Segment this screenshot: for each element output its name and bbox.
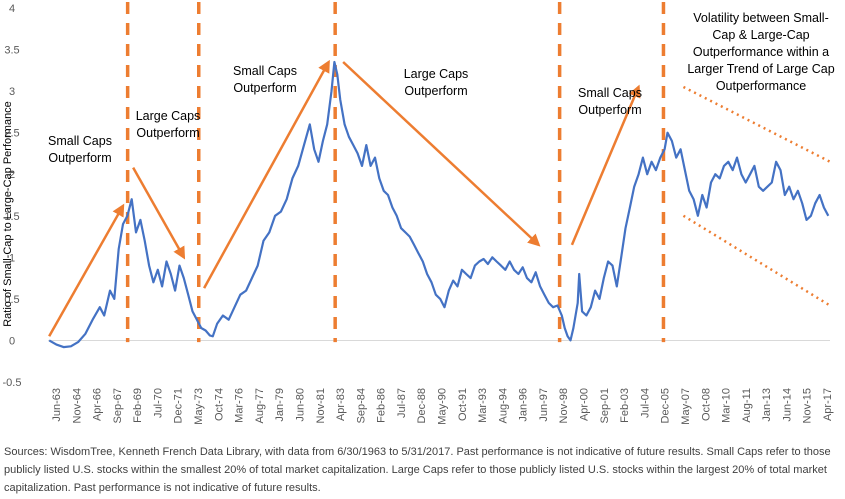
annotation: Large Caps Outperform [404,67,469,98]
annotation-line: Outperformance within a [693,45,829,59]
x-tick-label: Apr-83 [335,388,347,421]
annotation-line: Large Caps [404,67,469,81]
x-tick-label: Oct-08 [700,388,712,421]
annotation-line: Small Caps [578,86,642,100]
x-tick-label: Oct-91 [457,388,469,421]
x-tick-label: Apr-17 [822,388,834,421]
annotation-line: Large Caps [136,109,201,123]
x-tick-label: Feb-69 [132,388,144,423]
x-tick-label: Sep-67 [112,388,124,423]
annotations: Small Caps Outperform Large Caps Outperform… [48,11,835,165]
x-tick-label: Jul-04 [639,388,651,418]
x-tick-label: Jun-80 [295,388,307,422]
y-tick-label: 3 [9,86,15,98]
x-tick-label: Sep-84 [355,388,367,423]
x-tick-label: Aug-77 [254,388,266,423]
y-tick-label: 0.5 [4,294,19,306]
y-tick-label: 3.5 [4,45,19,57]
y-tick-label: 1 [9,252,15,264]
x-tick-label: Dec-05 [660,388,672,423]
x-tick-label: Jun-97 [538,388,550,422]
x-tick-label: May-90 [437,388,449,425]
x-tick-label: Nov-15 [802,388,814,423]
x-tick-label: May-73 [193,388,205,425]
x-tick-label: Nov-98 [558,388,570,423]
series-line [48,60,830,349]
trend-channel-line [682,214,831,307]
chart: -0.5 0 0.5 1 1.5 2 2.5 3 3.5 4 Jun-63 Nov-64 Apr-66… [2,2,835,425]
y-axis-ticks: -0.5 0 0.5 1 1.5 2 2.5 3 3.5 4 [3,3,22,389]
annotation: Small Caps Outperform [233,64,297,95]
regime-dividers [125,2,666,343]
x-tick-label: Feb-03 [619,388,631,423]
trend-arrow [48,203,125,337]
x-tick-label: Dec-88 [416,388,428,423]
annotation: Large Caps Outperform [136,109,201,140]
annotation: Small Caps Outperform [578,86,642,117]
annotation-line: Small Caps [48,134,112,148]
trend-channel-line [682,85,831,163]
x-tick-label: Jul-70 [152,388,164,418]
trend-arrow [342,61,541,247]
annotation-line: Volatility between Small- [693,11,828,25]
annotation-line: Outperformance [716,79,806,93]
annotation-line: Cap & Large-Cap [712,28,809,42]
annotation-line: Outperform [578,103,641,117]
x-tick-label: Mar-93 [477,388,489,423]
y-tick-label: 4 [9,3,15,15]
trend-arrows [48,59,641,337]
x-tick-label: Nov-64 [71,388,83,423]
annotation-line: Small Caps [233,64,297,78]
x-tick-label: Jul-87 [396,388,408,418]
x-tick-label: Aug-11 [741,388,753,423]
y-tick-label: -0.5 [3,377,22,389]
x-tick-label: Feb-86 [376,388,388,423]
x-tick-label: Mar-10 [721,388,733,423]
x-tick-label: Aug-94 [497,388,509,423]
trend-channel [682,85,831,307]
x-tick-label: Nov-81 [315,388,327,423]
x-tick-label: Jun-63 [51,388,63,422]
y-tick-label: 2 [9,169,15,181]
x-tick-label: Jan-79 [274,388,286,422]
y-tick-label: 2.5 [4,128,19,140]
x-axis-ticks: Jun-63 Nov-64 Apr-66 Sep-67 Feb-69 Jul-70 Dec-… [51,388,834,425]
annotation: Volatility between Small- Cap & Large-Cap… [687,11,834,93]
annotation-line: Outperform [136,126,199,140]
x-tick-label: May-07 [680,388,692,425]
annotation-line: Larger Trend of Large Cap [687,62,834,76]
x-tick-label: Jun-14 [781,388,793,422]
annotation: Small Caps Outperform [48,134,112,165]
x-tick-label: Sep-01 [599,388,611,423]
x-tick-label: Mar-76 [234,388,246,423]
annotation-line: Outperform [233,81,296,95]
annotation-line: Outperform [48,151,111,165]
x-tick-label: Jan-13 [761,388,773,422]
x-tick-label: Apr-00 [579,388,591,421]
trend-arrow [203,59,330,289]
x-tick-label: Jan-96 [518,388,530,422]
x-tick-label: Oct-74 [213,388,225,421]
x-tick-label: Apr-66 [92,388,104,421]
trend-arrow [570,84,641,246]
trend-arrow [132,166,186,260]
y-tick-label: 0 [9,335,15,347]
source-note: Sources: WisdomTree, Kenneth French Data… [4,446,831,494]
y-axis-label: Ratio of Small-Cap to Large-Cap Performa… [2,101,14,327]
y-tick-label: 1.5 [4,211,19,223]
annotation-line: Outperform [404,84,467,98]
x-tick-label: Dec-71 [173,388,185,423]
